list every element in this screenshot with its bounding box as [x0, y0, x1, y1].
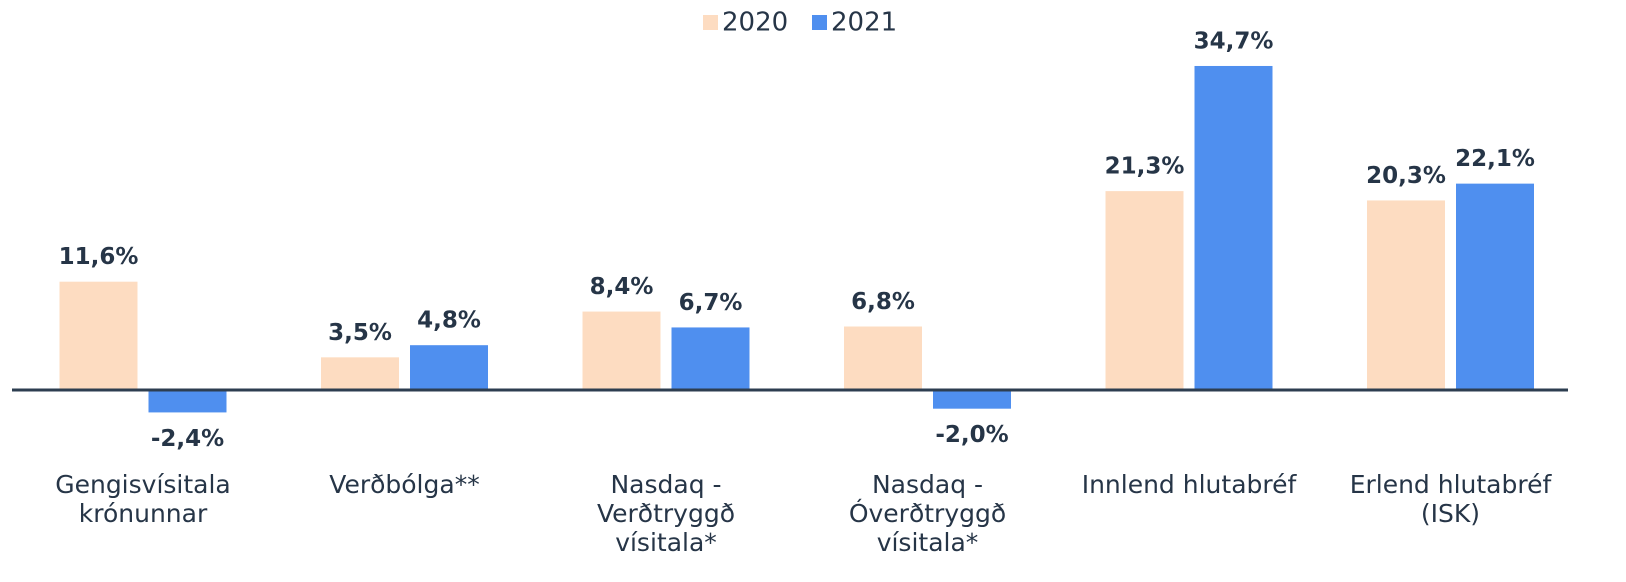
category-label: Nasdaq - Verðtryggð vísitala* [596, 470, 736, 557]
bar [321, 357, 399, 391]
category-label: Verðbólga** [329, 470, 480, 499]
bar [844, 326, 922, 391]
category-label: Nasdaq - Óverðtryggð vísitala* [848, 470, 1007, 557]
value-label: 8,4% [590, 274, 654, 300]
legend-label: 2021 [831, 8, 897, 38]
value-label: 6,8% [851, 289, 915, 315]
value-label: 20,3% [1366, 163, 1446, 189]
value-label: -2,4% [151, 426, 224, 452]
value-label: -2,0% [935, 422, 1008, 448]
bar [671, 327, 750, 391]
bar [582, 311, 661, 391]
value-label: 3,5% [328, 320, 392, 346]
bar [1105, 191, 1184, 391]
category-label: Innlend hlutabréf [1081, 470, 1297, 499]
category-label: Gengisvísitala krónunnar [55, 470, 231, 528]
bar [1456, 183, 1534, 391]
legend-swatch [703, 15, 718, 30]
bar [148, 390, 227, 413]
value-label: 34,7% [1194, 28, 1274, 54]
category-label: Erlend hlutabréf (ISK) [1349, 470, 1552, 528]
bar [933, 390, 1011, 409]
value-label: 21,3% [1105, 154, 1185, 180]
value-label: 6,7% [679, 290, 743, 316]
legend-label: 2020 [722, 8, 788, 38]
value-label: 22,1% [1455, 146, 1535, 172]
bar [1194, 65, 1273, 391]
bar [59, 281, 138, 391]
bar [1367, 200, 1445, 391]
value-label: 4,8% [417, 308, 481, 334]
bar [410, 345, 488, 391]
value-label: 11,6% [59, 244, 139, 270]
legend-swatch [812, 15, 827, 30]
